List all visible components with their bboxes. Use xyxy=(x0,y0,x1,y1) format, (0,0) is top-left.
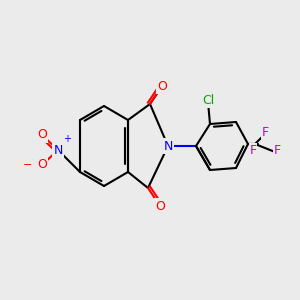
Text: N: N xyxy=(53,143,63,157)
Text: +: + xyxy=(63,134,71,144)
Text: O: O xyxy=(157,80,167,92)
Text: F: F xyxy=(273,143,280,157)
Text: O: O xyxy=(37,158,47,172)
Text: O: O xyxy=(155,200,165,212)
Text: O: O xyxy=(37,128,47,142)
Text: N: N xyxy=(163,140,173,152)
Text: F: F xyxy=(249,143,256,157)
Text: Cl: Cl xyxy=(202,94,214,106)
Text: F: F xyxy=(261,125,268,139)
Text: −: − xyxy=(22,160,32,170)
